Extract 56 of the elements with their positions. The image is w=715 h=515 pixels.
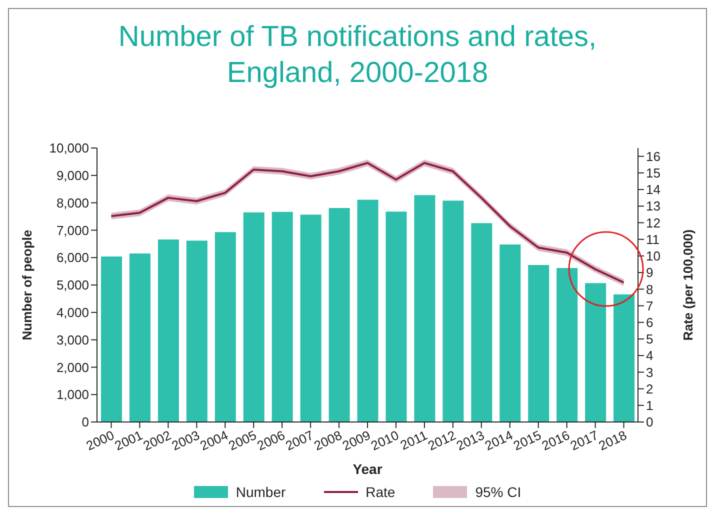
y-tick-label: 5,000 bbox=[56, 278, 89, 293]
x-tick-label: 2010 bbox=[368, 427, 402, 454]
y2-tick-label: 14 bbox=[646, 182, 660, 198]
y-tick-label: 6,000 bbox=[56, 250, 89, 266]
y2-tick-label: 6 bbox=[646, 314, 654, 330]
bar bbox=[471, 223, 492, 422]
y2-tick-label: 16 bbox=[646, 148, 660, 164]
y-tick-label: 0 bbox=[82, 414, 89, 430]
y2-tick-label: 5 bbox=[646, 332, 654, 347]
y2-tick-label: 11 bbox=[646, 232, 660, 247]
y-tick-label: 8,000 bbox=[56, 195, 89, 210]
y2-tick-label: 7 bbox=[646, 298, 654, 314]
y-tick-label: 3,000 bbox=[56, 332, 89, 348]
bar bbox=[585, 283, 606, 422]
y-tick-label: 10,000 bbox=[49, 140, 89, 156]
y2-tick-label: 9 bbox=[646, 265, 654, 280]
y-tick-label: 2,000 bbox=[56, 360, 89, 375]
bar bbox=[101, 256, 122, 422]
y2-tick-label: 3 bbox=[646, 364, 654, 380]
bar bbox=[556, 268, 578, 422]
x-tick-label: 2018 bbox=[596, 427, 629, 454]
y-axis-title: Number of people bbox=[20, 230, 35, 340]
bar bbox=[614, 294, 635, 422]
bar bbox=[328, 208, 350, 422]
y2-tick-label: 0 bbox=[646, 414, 654, 430]
bar bbox=[414, 195, 436, 422]
bar bbox=[500, 244, 521, 422]
y2-tick-label: 15 bbox=[646, 166, 660, 181]
bar bbox=[272, 212, 293, 422]
bar bbox=[386, 212, 407, 422]
y-tick-label: 7,000 bbox=[56, 222, 89, 238]
y2-tick-label: 2 bbox=[646, 381, 654, 396]
y2-tick-label: 13 bbox=[646, 198, 660, 214]
bar bbox=[186, 240, 208, 422]
y-tick-label: 1,000 bbox=[56, 387, 89, 402]
x-axis-title: Year bbox=[352, 461, 383, 477]
bar bbox=[528, 265, 550, 422]
bar bbox=[357, 200, 378, 422]
text: 95% CI bbox=[475, 484, 522, 500]
y2-tick-label: 1 bbox=[646, 398, 654, 414]
legend-label: Rate bbox=[366, 484, 396, 500]
y-tick-label: 4,000 bbox=[56, 305, 89, 320]
y-tick-label: 9,000 bbox=[56, 168, 89, 184]
y2-axis-title: Rate (per 100,000) bbox=[680, 229, 696, 341]
y2-tick-label: 12 bbox=[646, 215, 660, 230]
bar bbox=[243, 212, 264, 422]
y2-tick-label: 4 bbox=[646, 348, 654, 364]
bar bbox=[129, 253, 150, 422]
y2-tick-label: 10 bbox=[646, 248, 660, 264]
chart-title: Number of TB notifications and rates, England, 2000-2018 bbox=[117, 20, 598, 91]
legend-label: Number bbox=[236, 484, 286, 500]
bar bbox=[214, 232, 236, 422]
bar bbox=[442, 200, 464, 422]
y2-tick-label: 8 bbox=[646, 282, 654, 297]
bar bbox=[300, 214, 322, 422]
bar bbox=[158, 240, 179, 422]
